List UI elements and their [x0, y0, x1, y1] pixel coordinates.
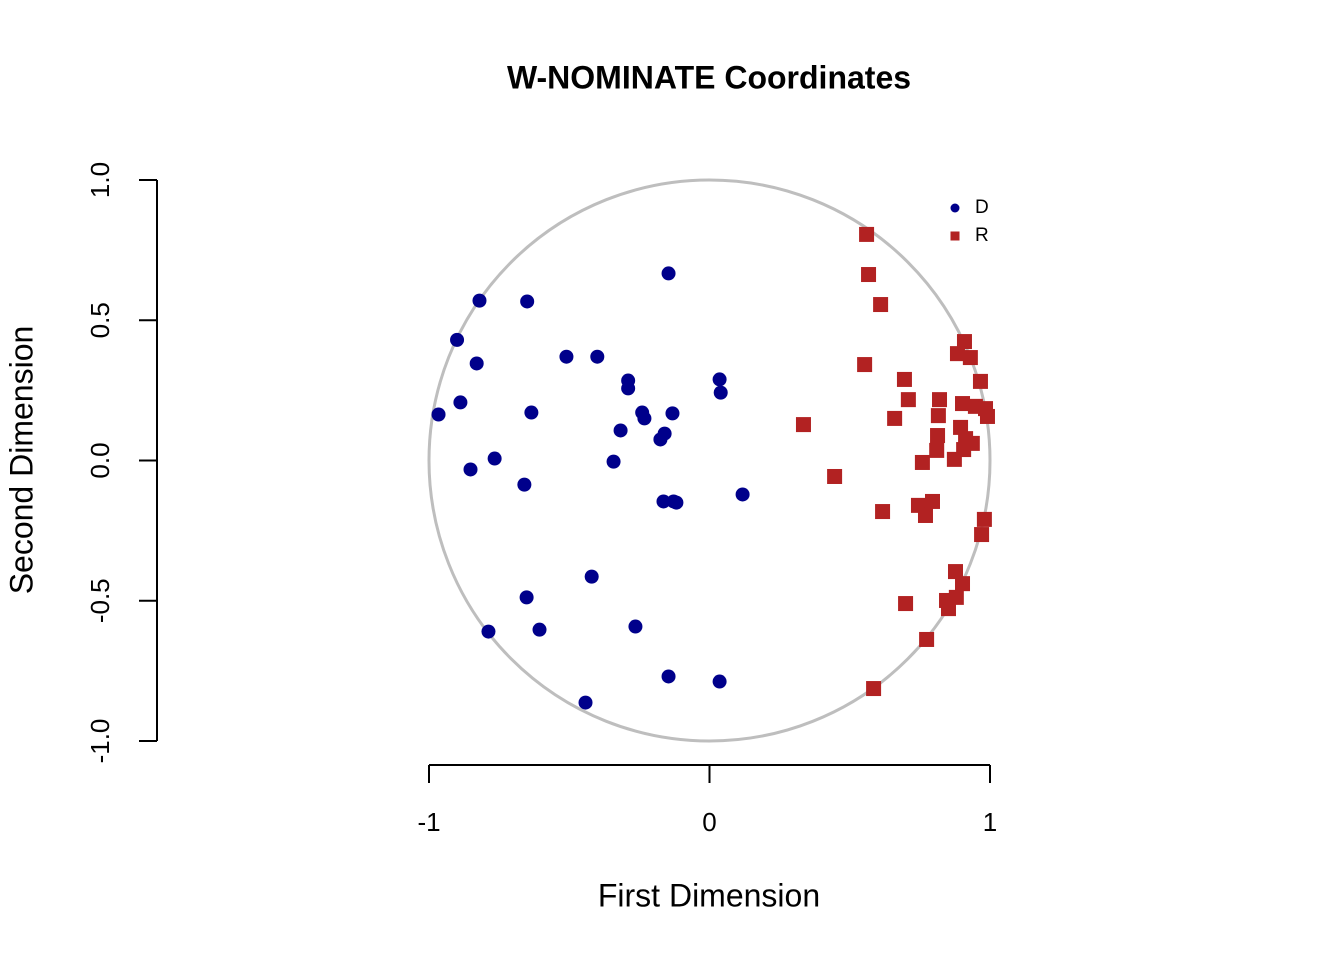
- point: [898, 596, 914, 612]
- point: [656, 494, 671, 509]
- chart-title: W-NOMINATE Coordinates: [507, 59, 911, 95]
- point: [481, 624, 496, 639]
- point: [661, 669, 676, 684]
- legend-label: R: [975, 225, 989, 246]
- y-tick-label: 0.0: [85, 442, 115, 478]
- point: [955, 576, 971, 592]
- legend-marker: [950, 203, 960, 213]
- point: [861, 267, 877, 283]
- point: [472, 293, 487, 308]
- point: [962, 350, 978, 366]
- point: [974, 527, 990, 543]
- point: [873, 297, 889, 313]
- legend-label: D: [975, 197, 989, 218]
- y-tick-label: 1.0: [85, 162, 115, 198]
- point: [669, 495, 684, 510]
- y-tick-label: -1.0: [85, 719, 115, 764]
- point: [924, 493, 940, 509]
- point: [524, 405, 539, 420]
- point: [929, 442, 945, 458]
- point: [976, 511, 992, 527]
- point: [520, 294, 535, 309]
- point: [940, 601, 956, 617]
- point: [665, 406, 680, 421]
- y-axis-label: Second Dimension: [3, 326, 39, 595]
- point: [735, 487, 750, 502]
- y-tick-label: 0.5: [85, 302, 115, 338]
- point: [590, 349, 605, 364]
- point: [713, 385, 728, 400]
- point: [946, 451, 962, 467]
- x-tick-label: -1: [417, 807, 440, 837]
- point: [463, 462, 478, 477]
- point: [712, 372, 727, 387]
- point: [517, 477, 532, 492]
- point: [621, 381, 636, 396]
- point: [532, 622, 547, 637]
- point: [955, 396, 971, 412]
- point: [900, 392, 916, 408]
- point: [930, 408, 946, 424]
- point: [932, 392, 948, 408]
- y-tick-label: -0.5: [85, 578, 115, 623]
- point: [896, 371, 912, 387]
- point: [578, 695, 593, 710]
- point: [930, 428, 946, 444]
- point: [613, 423, 628, 438]
- point: [606, 454, 621, 469]
- point: [653, 432, 668, 447]
- unit-circle: [427, 178, 992, 743]
- point: [887, 410, 903, 426]
- point: [469, 356, 484, 371]
- point: [431, 407, 446, 422]
- x-axis-label: First Dimension: [598, 877, 820, 913]
- point: [979, 408, 995, 424]
- point: [450, 332, 465, 347]
- point: [712, 674, 727, 689]
- point: [628, 619, 643, 634]
- point: [859, 226, 875, 242]
- point: [519, 590, 534, 605]
- point: [857, 357, 873, 373]
- point: [919, 631, 935, 647]
- point: [917, 507, 933, 523]
- point: [584, 569, 599, 584]
- point: [661, 266, 676, 281]
- point: [866, 681, 882, 697]
- point: [949, 346, 965, 362]
- point: [914, 454, 930, 470]
- x-tick-label: 0: [702, 807, 716, 837]
- x-tick-label: 1: [983, 807, 997, 837]
- point: [487, 451, 502, 466]
- point: [453, 395, 468, 410]
- point: [947, 564, 963, 580]
- point: [956, 334, 972, 350]
- point: [795, 417, 811, 433]
- point: [559, 349, 574, 364]
- point: [827, 468, 843, 484]
- point: [875, 504, 891, 520]
- point: [637, 411, 652, 426]
- point: [972, 373, 988, 389]
- legend-marker: [950, 231, 960, 241]
